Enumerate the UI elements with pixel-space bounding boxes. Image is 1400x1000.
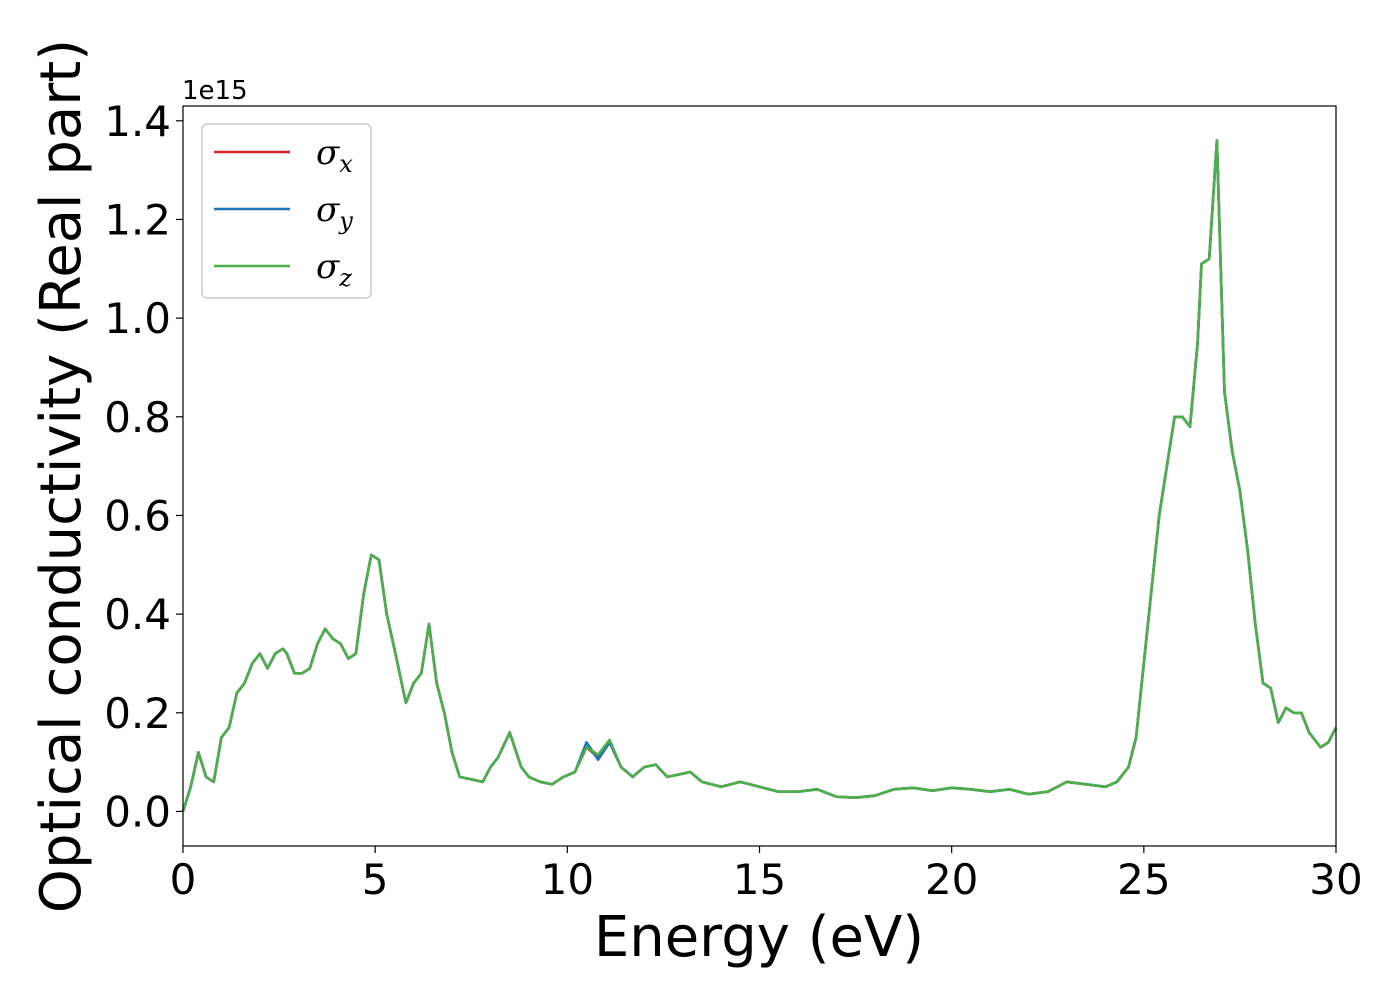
y-tick-label: 0.2 (104, 689, 171, 738)
x-tick-label: 10 (541, 855, 594, 904)
y-tick-label: 1.2 (104, 195, 171, 244)
x-axis: 0 5 10 15 20 25 30 (170, 846, 1363, 904)
y-tick-label: 0.0 (104, 787, 171, 836)
y-offset-label: 1e15 (182, 76, 248, 106)
y-tick-label: 1.0 (104, 294, 171, 343)
y-axis-title: Optical conductivity (Real part) (29, 39, 94, 913)
y-tick-label: 0.8 (104, 393, 171, 442)
y-axis: 0.0 0.2 0.4 0.6 0.8 1.0 1.2 1.4 (104, 97, 183, 836)
x-tick-label: 0 (170, 855, 197, 904)
x-tick-label: 20 (925, 855, 978, 904)
x-tick-label: 5 (362, 855, 389, 904)
y-tick-label: 0.6 (104, 491, 171, 540)
legend-box (201, 123, 372, 299)
y-tick-label: 0.4 (104, 590, 171, 639)
x-tick-label: 25 (1117, 855, 1170, 904)
x-axis-title: Energy (eV) (594, 905, 924, 970)
series-line-3 (181, 139, 1338, 812)
y-tick-label: 1.4 (104, 97, 171, 146)
series-layer (181, 139, 1338, 812)
x-tick-label: 15 (733, 855, 786, 904)
x-tick-label: 30 (1309, 855, 1362, 904)
